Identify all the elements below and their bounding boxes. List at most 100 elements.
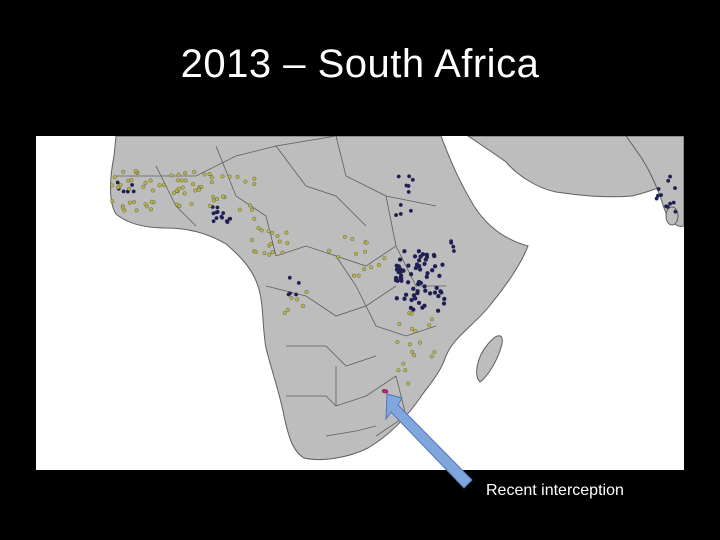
navy-point — [408, 305, 414, 311]
olive-point — [227, 174, 232, 179]
navy-point — [402, 296, 407, 301]
olive-point — [285, 241, 290, 246]
navy-point — [215, 205, 220, 210]
olive-point — [161, 183, 166, 187]
olive-point — [127, 186, 132, 191]
olive-points-layer — [110, 169, 437, 386]
olive-point — [189, 202, 194, 207]
olive-point — [248, 203, 252, 208]
olive-point — [221, 194, 226, 199]
olive-point — [336, 255, 340, 260]
navy-point — [420, 305, 425, 310]
navy-point — [225, 220, 230, 225]
olive-point — [427, 323, 432, 328]
olive-point — [301, 303, 305, 308]
navy-point — [673, 186, 677, 191]
olive-point — [406, 381, 411, 386]
olive-point — [215, 196, 220, 201]
olive-point — [149, 207, 153, 212]
olive-point — [175, 178, 180, 183]
olive-point — [235, 174, 240, 179]
navy-point — [449, 239, 454, 244]
olive-point — [270, 250, 275, 255]
olive-point — [412, 353, 417, 358]
navy-point — [228, 216, 233, 221]
olive-point — [252, 216, 257, 221]
olive-point — [252, 182, 257, 186]
navy-point — [130, 182, 135, 187]
olive-point — [148, 178, 153, 183]
olive-point — [342, 234, 347, 239]
olive-point — [129, 178, 134, 182]
olive-point — [410, 349, 415, 354]
navy-point — [440, 262, 445, 267]
olive-point — [262, 251, 267, 256]
navy-point — [668, 174, 673, 179]
olive-point — [211, 194, 216, 199]
olive-point — [202, 172, 207, 177]
olive-point — [267, 252, 272, 257]
olive-point — [364, 240, 369, 245]
olive-point — [177, 203, 182, 208]
navy-point — [399, 268, 404, 273]
africa-map — [36, 136, 684, 470]
navy-point — [665, 204, 670, 209]
navy-point — [654, 196, 659, 201]
olive-point — [350, 237, 355, 241]
navy-point — [441, 301, 447, 306]
olive-point — [363, 249, 368, 254]
olive-point — [150, 188, 155, 193]
olive-point — [409, 311, 414, 316]
navy-point — [406, 263, 411, 268]
navy-point — [409, 297, 414, 303]
navy-point — [402, 249, 407, 254]
navy-point — [424, 274, 429, 280]
navy-point — [395, 278, 400, 283]
slide-title: 2013 – South Africa — [180, 42, 540, 86]
olive-point — [141, 184, 146, 189]
navy-point — [294, 292, 299, 297]
navy-point — [422, 261, 427, 267]
navy-point — [439, 290, 444, 295]
olive-point — [397, 322, 402, 327]
navy-point — [412, 254, 418, 259]
olive-point — [395, 340, 400, 345]
olive-point — [132, 199, 136, 204]
navy-point — [411, 286, 416, 291]
olive-point — [275, 234, 280, 238]
navy-point — [423, 288, 428, 293]
olive-point — [122, 208, 127, 213]
navy-point — [406, 183, 411, 188]
olive-point — [197, 187, 202, 192]
olive-point — [208, 203, 212, 208]
navy-point — [405, 280, 411, 285]
olive-point — [356, 273, 361, 278]
olive-point — [191, 182, 196, 187]
olive-point — [282, 310, 287, 315]
olive-point — [116, 185, 121, 190]
olive-point — [295, 297, 300, 302]
olive-point — [176, 172, 181, 177]
olive-point — [220, 174, 225, 179]
olive-point — [192, 170, 197, 174]
olive-point — [176, 186, 181, 191]
navy-point — [287, 275, 292, 280]
olive-point — [179, 178, 184, 183]
olive-point — [268, 242, 273, 247]
olive-point — [253, 250, 258, 254]
olive-point — [280, 250, 285, 255]
olive-point — [327, 248, 332, 253]
navy-point — [398, 202, 403, 207]
navy-point — [423, 257, 428, 262]
olive-point — [432, 350, 437, 355]
olive-point — [352, 273, 356, 278]
olive-point — [304, 289, 309, 294]
navy-point — [398, 275, 403, 280]
navy-point — [396, 174, 401, 179]
olive-point — [183, 178, 188, 183]
navy-point — [434, 285, 439, 291]
navy-point — [435, 308, 441, 313]
navy-point — [221, 211, 226, 216]
olive-point — [289, 296, 294, 300]
